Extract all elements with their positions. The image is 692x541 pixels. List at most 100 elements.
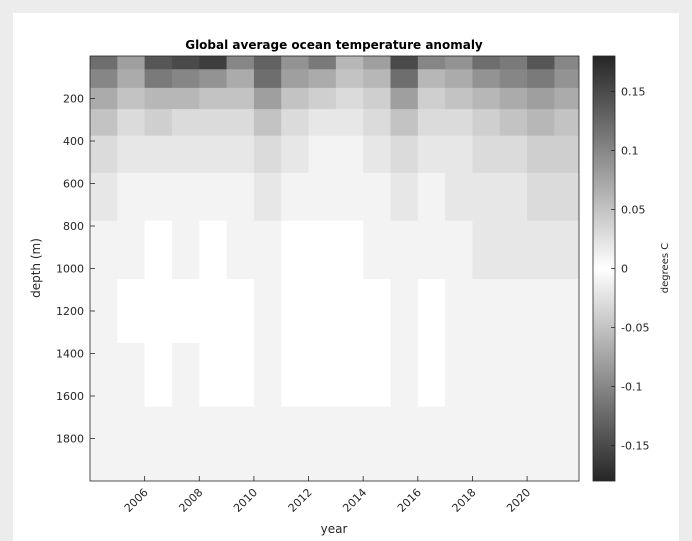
heatmap-cell [363, 172, 392, 222]
heatmap-cell [117, 172, 146, 222]
heatmap-cell [335, 56, 364, 70]
ocean-temperature-heatmap-chart: Global average ocean temperature anomaly… [29, 38, 671, 536]
heatmap-cell [554, 342, 579, 408]
heatmap-cell [554, 87, 579, 110]
heatmap-cell [445, 342, 473, 408]
heatmap-cell [390, 342, 419, 408]
heatmap-cell [527, 279, 555, 344]
heatmap-cell [363, 135, 392, 174]
colorbar-tick-label: 0.15 [621, 85, 646, 98]
heatmap-cell [527, 87, 555, 110]
heatmap-cell [199, 87, 228, 110]
heatmap-cell [308, 172, 337, 222]
heatmap-cell [445, 457, 473, 481]
heatmap-cell [335, 87, 364, 110]
heatmap-cell [445, 69, 473, 89]
heatmap-cell [144, 279, 173, 344]
heatmap-cell [144, 406, 173, 458]
heatmap-cell [281, 172, 310, 222]
heatmap-cell [472, 342, 501, 408]
heatmap-cell [281, 135, 310, 174]
heatmap-cell [90, 109, 118, 137]
heatmap-cell [253, 172, 282, 222]
heatmap-cell [363, 109, 392, 137]
heatmap-cell [144, 69, 173, 89]
heatmap-cell [90, 406, 118, 458]
heatmap-cell [363, 279, 392, 344]
heatmap-cell [472, 172, 501, 222]
heatmap-cell [171, 69, 200, 89]
heatmap-cell [445, 406, 473, 458]
figure-canvas: Global average ocean temperature anomaly… [13, 13, 679, 541]
heatmap-cell [144, 109, 173, 137]
heatmap-cell [171, 406, 200, 458]
x-tick-label: 2016 [395, 486, 424, 515]
heatmap-cell [363, 342, 392, 408]
heatmap-cell [199, 56, 228, 70]
colorbar-label: degrees C [660, 243, 671, 293]
heatmap-cell [417, 135, 446, 174]
heatmap-cell [527, 220, 555, 280]
heatmap-cell [390, 220, 419, 280]
heatmap-cell [390, 135, 419, 174]
heatmap-cell [253, 69, 282, 89]
heatmap-cell [199, 172, 228, 222]
heatmap-cell [445, 172, 473, 222]
heatmap-cell [308, 135, 337, 174]
heatmap-cell [472, 406, 501, 458]
heatmap-cell [226, 406, 255, 458]
heatmap-cell [117, 406, 146, 458]
heatmap-cell [226, 220, 255, 280]
heatmap-cell [335, 406, 364, 458]
y-axis-label: depth (m) [29, 238, 43, 298]
heatmap-cell [226, 342, 255, 408]
heatmap-cell [417, 406, 446, 458]
heatmap-cell [253, 457, 282, 481]
heatmap-cell [308, 220, 337, 280]
x-tick-label: 2010 [231, 486, 260, 515]
heatmap-cell [281, 279, 310, 344]
heatmap-cell [171, 342, 200, 408]
x-tick-label: 2020 [504, 486, 533, 515]
heatmap-cell [499, 220, 528, 280]
heatmap-cell [335, 342, 364, 408]
heatmap-cell [171, 109, 200, 137]
heatmap-cell [472, 87, 501, 110]
heatmap-cell [390, 56, 419, 70]
heatmap-cell [554, 69, 579, 89]
heatmap-cell [417, 457, 446, 481]
heatmap-cell [390, 457, 419, 481]
heatmap-cell [144, 457, 173, 481]
heatmap-cell [171, 279, 200, 344]
heatmap-cell [417, 56, 446, 70]
heatmap-cell [527, 172, 555, 222]
heatmap-cell [171, 87, 200, 110]
heatmap-cell [363, 69, 392, 89]
heatmap-cell [390, 87, 419, 110]
heatmap-cell [199, 406, 228, 458]
heatmap-cell [499, 109, 528, 137]
heatmap-cell [554, 172, 579, 222]
heatmap-cell [499, 87, 528, 110]
x-axis-ticks: 2006 2008 2010 2012 2014 2016 2018 2020 [122, 476, 533, 515]
heatmap-cell [308, 279, 337, 344]
heatmap-cell [417, 109, 446, 137]
heatmap-cell [472, 279, 501, 344]
heatmap-cell [363, 220, 392, 280]
heatmap-cell [253, 109, 282, 137]
colorbar-tick-label: 0 [621, 263, 628, 276]
heatmap-cell [335, 457, 364, 481]
colorbar-tick-label: -0.1 [621, 381, 642, 394]
heatmap-cell [253, 279, 282, 344]
heatmap-cell [226, 135, 255, 174]
heatmap-cell [226, 457, 255, 481]
heatmap-cell [253, 135, 282, 174]
heatmap-cell [144, 342, 173, 408]
heatmap-cell [281, 220, 310, 280]
heatmap-cell [90, 87, 118, 110]
heatmap-cell [445, 220, 473, 280]
x-tick-label: 2018 [450, 486, 479, 515]
heatmap-cell [527, 109, 555, 137]
heatmap-cell [199, 220, 228, 280]
heatmap-cell [171, 220, 200, 280]
